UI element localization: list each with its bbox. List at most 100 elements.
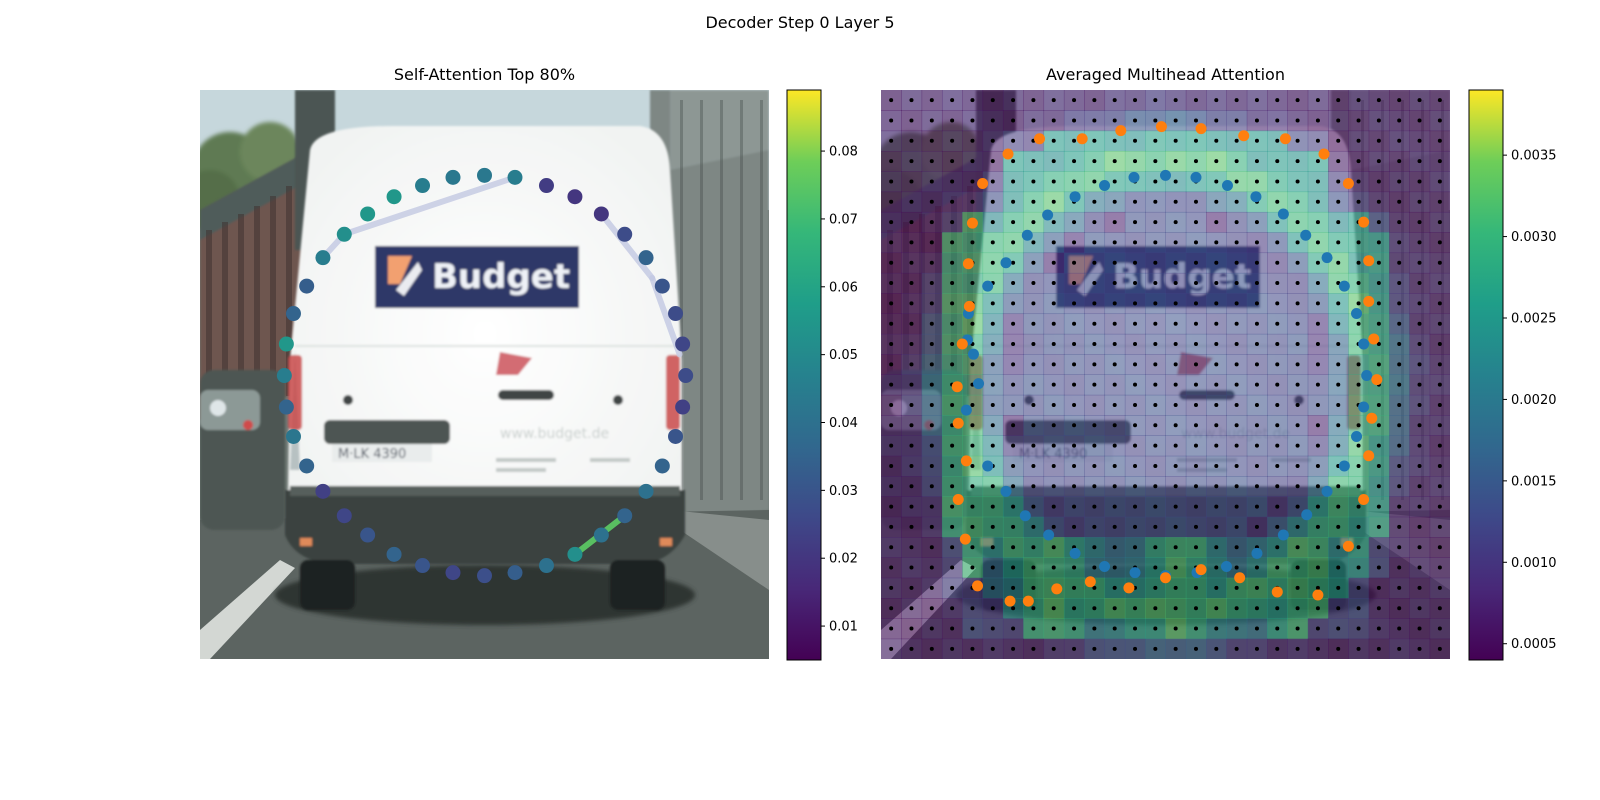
grid-dot (1437, 199, 1442, 204)
grid-dot (950, 524, 955, 529)
grid-dot (929, 98, 934, 103)
grid-dot (1051, 484, 1056, 489)
grid-dot (1214, 199, 1219, 204)
grid-dot (1133, 423, 1138, 428)
grid-dot (1376, 423, 1381, 428)
query-point (336, 508, 352, 524)
grid-dot (1295, 443, 1300, 448)
grid-dot (1417, 179, 1422, 184)
grid-dot (1254, 240, 1259, 245)
grid-dot (909, 504, 914, 509)
right-panel-image (881, 90, 1450, 659)
grid-dot (1092, 118, 1097, 123)
grid-dot (950, 301, 955, 306)
grid-dot (929, 220, 934, 225)
grid-dot (929, 484, 934, 489)
grid-dot (1295, 301, 1300, 306)
grid-dot (1153, 626, 1158, 631)
grid-dot (889, 179, 894, 184)
grid-dot (1011, 138, 1016, 143)
grid-dot (1336, 443, 1341, 448)
orange-sample-point (952, 493, 964, 505)
grid-dot (1092, 585, 1097, 590)
grid-dot (1336, 260, 1341, 265)
grid-dot (1133, 260, 1138, 265)
grid-dot (1112, 179, 1117, 184)
query-point (360, 206, 376, 222)
blue-sample-point (1358, 401, 1370, 413)
orange-sample-point (1195, 564, 1207, 576)
grid-dot (1315, 565, 1320, 570)
grid-dot (1315, 321, 1320, 326)
blue-sample-point (1321, 252, 1333, 264)
grid-dot (1214, 504, 1219, 509)
grid-dot (1051, 362, 1056, 367)
grid-dot (1133, 321, 1138, 326)
grid-dot (1437, 301, 1442, 306)
grid-dot (1336, 545, 1341, 550)
grid-dot (1011, 98, 1016, 103)
grid-dot (1051, 98, 1056, 103)
grid-dot (1133, 402, 1138, 407)
grid-dot (1254, 646, 1259, 651)
grid-dot (1437, 220, 1442, 225)
grid-dot (1356, 443, 1361, 448)
grid-dot (1275, 301, 1280, 306)
grid-dot (1295, 646, 1300, 651)
grid-dot (1153, 220, 1158, 225)
grid-dot (970, 281, 975, 286)
grid-dot (1214, 646, 1219, 651)
grid-dot (889, 138, 894, 143)
grid-dot (1356, 240, 1361, 245)
grid-dot (1153, 484, 1158, 489)
grid-dot (1437, 423, 1442, 428)
grid-dot (1051, 179, 1056, 184)
grid-dot (1193, 423, 1198, 428)
grid-dot (1397, 321, 1402, 326)
query-point (477, 568, 492, 584)
grid-dot (1092, 321, 1097, 326)
blue-sample-point (982, 460, 994, 472)
grid-dot (1356, 260, 1361, 265)
grid-dot (1315, 281, 1320, 286)
grid-dot (1072, 240, 1077, 245)
grid-dot (1173, 179, 1178, 184)
grid-dot (1376, 524, 1381, 529)
grid-dot (1275, 463, 1280, 468)
grid-dot (1031, 565, 1036, 570)
grid-dot (1051, 220, 1056, 225)
grid-dot (1153, 159, 1158, 164)
grid-dot (1214, 362, 1219, 367)
query-point (386, 189, 402, 205)
query-point (278, 336, 294, 352)
grid-dot (1031, 301, 1036, 306)
grid-dot (1153, 423, 1158, 428)
grid-dot (929, 402, 934, 407)
grid-dot (1336, 565, 1341, 570)
grid-dot (1437, 321, 1442, 326)
blue-sample-point (1351, 430, 1363, 442)
grid-dot (950, 138, 955, 143)
grid-dot (1133, 443, 1138, 448)
grid-dot (1011, 545, 1016, 550)
grid-dot (889, 585, 894, 590)
grid-dot (1397, 545, 1402, 550)
grid-dot (1051, 342, 1056, 347)
grid-dot (950, 362, 955, 367)
grid-dot (1153, 402, 1158, 407)
grid-dot (1417, 362, 1422, 367)
grid-dot (889, 504, 894, 509)
grid-dot (889, 362, 894, 367)
grid-dot (889, 524, 894, 529)
grid-dot (1011, 342, 1016, 347)
grid-dot (1112, 342, 1117, 347)
grid-dot (909, 585, 914, 590)
orange-sample-point (956, 338, 968, 350)
grid-dot (1112, 423, 1117, 428)
grid-dot (1275, 524, 1280, 529)
grid-dot (1133, 98, 1138, 103)
blue-sample-point (1220, 561, 1232, 573)
grid-dot (1356, 301, 1361, 306)
grid-dot (1092, 402, 1097, 407)
grid-dot (1234, 545, 1239, 550)
